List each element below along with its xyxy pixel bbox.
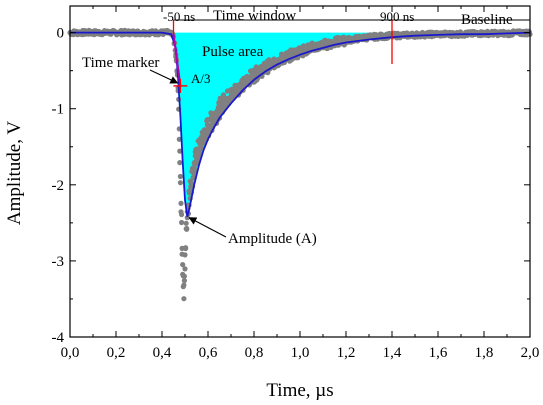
x-tick-label: 0,8 — [245, 345, 264, 361]
x-tick-label: 1,0 — [291, 345, 310, 361]
time-marker-arrow — [149, 69, 179, 84]
x-tick-label: 2,0 — [521, 345, 540, 361]
y-tick-label: 0 — [57, 26, 65, 42]
raw-sample-point — [179, 211, 185, 218]
raw-sample-point — [182, 266, 188, 272]
annotation-start: -50 ns — [163, 9, 195, 24]
x-axis-title: Time, µs — [266, 380, 333, 401]
annotation-third: A/3 — [191, 71, 211, 86]
raw-sample-point — [178, 200, 184, 206]
x-tick-label: 0,2 — [107, 345, 126, 361]
raw-sample-point — [181, 278, 187, 284]
raw-sample-point — [183, 245, 189, 251]
annotation-baseline: Baseline — [461, 12, 513, 28]
ticks-layer: 0,0 0,2 0,4 0,6 0,8 1,0 1,2 1,4 1,6 1,8 2,0 0 -1 -2 -3… — [52, 6, 540, 361]
raw-sample-point — [184, 226, 190, 232]
annotation-window: Time window — [213, 8, 296, 24]
raw-sample-point — [181, 282, 187, 288]
smoothed-trace-layer — [70, 31, 531, 218]
x-tick-label: 1,8 — [475, 345, 494, 361]
raw-sample-point — [208, 110, 214, 116]
y-axis-title: Amplitude, V — [4, 121, 25, 225]
annotation-amplitude: Amplitude (A) — [228, 231, 317, 247]
annotation-pulse-area: Pulse area — [202, 44, 264, 60]
y-tick-label: -2 — [52, 178, 65, 194]
raw-sample-point — [182, 252, 188, 258]
raw-sample-point — [177, 173, 183, 180]
raw-sample-point — [177, 180, 183, 186]
amplitude-arrow — [188, 217, 227, 238]
raw-sample-point — [177, 148, 183, 154]
y-tick-label: -1 — [52, 102, 65, 118]
x-tick-label: 1,4 — [383, 345, 402, 361]
markers-layer — [149, 19, 530, 238]
raw-sample-point — [181, 296, 187, 302]
x-tick-label: 1,2 — [337, 345, 356, 361]
raw-sample-point — [181, 273, 187, 279]
raw-sample-point — [191, 174, 197, 180]
raw-sample-point — [196, 149, 202, 155]
smoothed-trace-line — [70, 31, 531, 218]
pulse-area-fill — [173, 32, 392, 217]
raw-sample-point — [192, 167, 198, 173]
raw-sample-point — [180, 262, 186, 268]
raw-sample-point — [253, 64, 259, 70]
x-tick-label: 0,6 — [199, 345, 218, 361]
x-tick-label: 1,6 — [429, 345, 448, 361]
y-tick-label: -4 — [52, 330, 65, 346]
raw-sample-point — [179, 219, 185, 226]
pulse-area-layer — [173, 32, 392, 217]
annotation-end: 900 ns — [380, 9, 414, 24]
x-tick-label: 0,4 — [153, 345, 172, 361]
time-marker-trace — [172, 34, 182, 87]
raw-sample-point — [183, 220, 189, 226]
annotation-time-marker: Time marker — [82, 55, 159, 71]
y-tick-label: -3 — [52, 254, 65, 270]
x-tick-label: 0,0 — [61, 345, 80, 361]
raw-sample-point — [177, 160, 183, 166]
